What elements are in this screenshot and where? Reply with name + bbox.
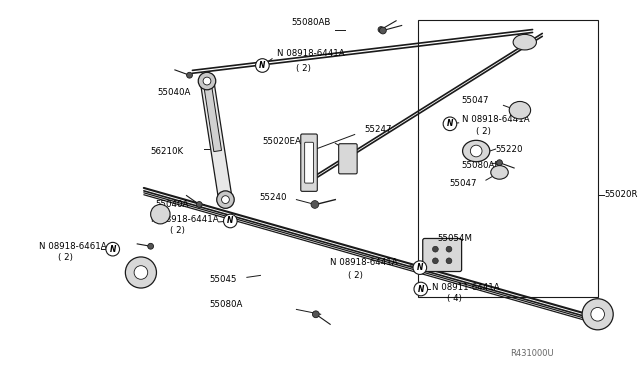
Ellipse shape bbox=[221, 196, 229, 203]
Text: 55045: 55045 bbox=[209, 275, 236, 284]
FancyBboxPatch shape bbox=[339, 144, 357, 174]
Circle shape bbox=[223, 214, 237, 228]
Bar bbox=[203, 80, 221, 152]
Text: 55040A: 55040A bbox=[157, 88, 191, 97]
Text: N: N bbox=[418, 285, 424, 294]
Circle shape bbox=[106, 243, 120, 256]
Ellipse shape bbox=[470, 145, 482, 157]
FancyBboxPatch shape bbox=[301, 134, 317, 191]
Text: 55247: 55247 bbox=[364, 125, 392, 134]
Circle shape bbox=[414, 282, 428, 296]
Text: ( 2): ( 2) bbox=[58, 253, 73, 262]
Circle shape bbox=[311, 201, 319, 208]
Circle shape bbox=[413, 261, 427, 275]
Text: N: N bbox=[259, 61, 266, 70]
Text: 55047: 55047 bbox=[449, 179, 476, 187]
Ellipse shape bbox=[198, 72, 216, 90]
Ellipse shape bbox=[513, 34, 536, 50]
Ellipse shape bbox=[134, 266, 148, 279]
Circle shape bbox=[380, 27, 387, 34]
Text: R431000U: R431000U bbox=[510, 349, 554, 357]
Circle shape bbox=[196, 202, 202, 207]
Ellipse shape bbox=[509, 102, 531, 119]
Text: N 08918-6441A: N 08918-6441A bbox=[150, 215, 218, 224]
Circle shape bbox=[433, 246, 438, 252]
Text: N 08911-6441A: N 08911-6441A bbox=[433, 283, 500, 292]
Text: N: N bbox=[417, 263, 423, 272]
Text: N: N bbox=[227, 217, 234, 225]
Ellipse shape bbox=[582, 299, 613, 330]
Text: ( 2): ( 2) bbox=[170, 226, 185, 235]
Text: 55020R: 55020R bbox=[604, 190, 638, 199]
Bar bbox=[418, 20, 598, 297]
FancyBboxPatch shape bbox=[423, 238, 461, 272]
Ellipse shape bbox=[463, 140, 490, 162]
Ellipse shape bbox=[150, 205, 170, 224]
Ellipse shape bbox=[125, 257, 156, 288]
Circle shape bbox=[446, 258, 452, 264]
Text: N 08918-6441A: N 08918-6441A bbox=[330, 258, 398, 267]
Text: 55020EA: 55020EA bbox=[262, 137, 301, 146]
Circle shape bbox=[255, 59, 269, 72]
Text: 55047: 55047 bbox=[461, 96, 489, 105]
Text: ( 2): ( 2) bbox=[296, 64, 311, 73]
Text: 55040A: 55040A bbox=[156, 200, 189, 209]
Text: N 08918-6441A: N 08918-6441A bbox=[277, 49, 344, 58]
Text: 55054M: 55054M bbox=[437, 234, 472, 243]
Circle shape bbox=[378, 27, 384, 32]
Text: 55080A: 55080A bbox=[209, 300, 243, 309]
Text: N: N bbox=[109, 245, 116, 254]
Ellipse shape bbox=[491, 166, 508, 179]
Ellipse shape bbox=[217, 191, 234, 208]
Circle shape bbox=[446, 246, 452, 252]
Text: ( 4): ( 4) bbox=[447, 294, 462, 303]
Circle shape bbox=[312, 311, 319, 318]
Text: N 08918-6461A: N 08918-6461A bbox=[39, 242, 106, 251]
Text: 55220: 55220 bbox=[495, 145, 523, 154]
Text: N: N bbox=[447, 119, 453, 128]
Circle shape bbox=[443, 117, 457, 131]
Bar bbox=[200, 80, 232, 201]
Circle shape bbox=[433, 258, 438, 264]
Text: ( 2): ( 2) bbox=[348, 271, 363, 280]
Text: 55080AB: 55080AB bbox=[291, 18, 330, 27]
Circle shape bbox=[148, 243, 154, 249]
Circle shape bbox=[187, 72, 193, 78]
Text: 55080AB: 55080AB bbox=[461, 161, 501, 170]
Ellipse shape bbox=[591, 308, 604, 321]
Text: ( 2): ( 2) bbox=[476, 127, 491, 136]
Text: 55240: 55240 bbox=[259, 193, 287, 202]
FancyBboxPatch shape bbox=[305, 142, 314, 183]
Ellipse shape bbox=[203, 77, 211, 85]
Text: 56210K: 56210K bbox=[150, 147, 184, 155]
Text: N 08918-6441A: N 08918-6441A bbox=[461, 115, 529, 124]
Circle shape bbox=[497, 160, 502, 166]
